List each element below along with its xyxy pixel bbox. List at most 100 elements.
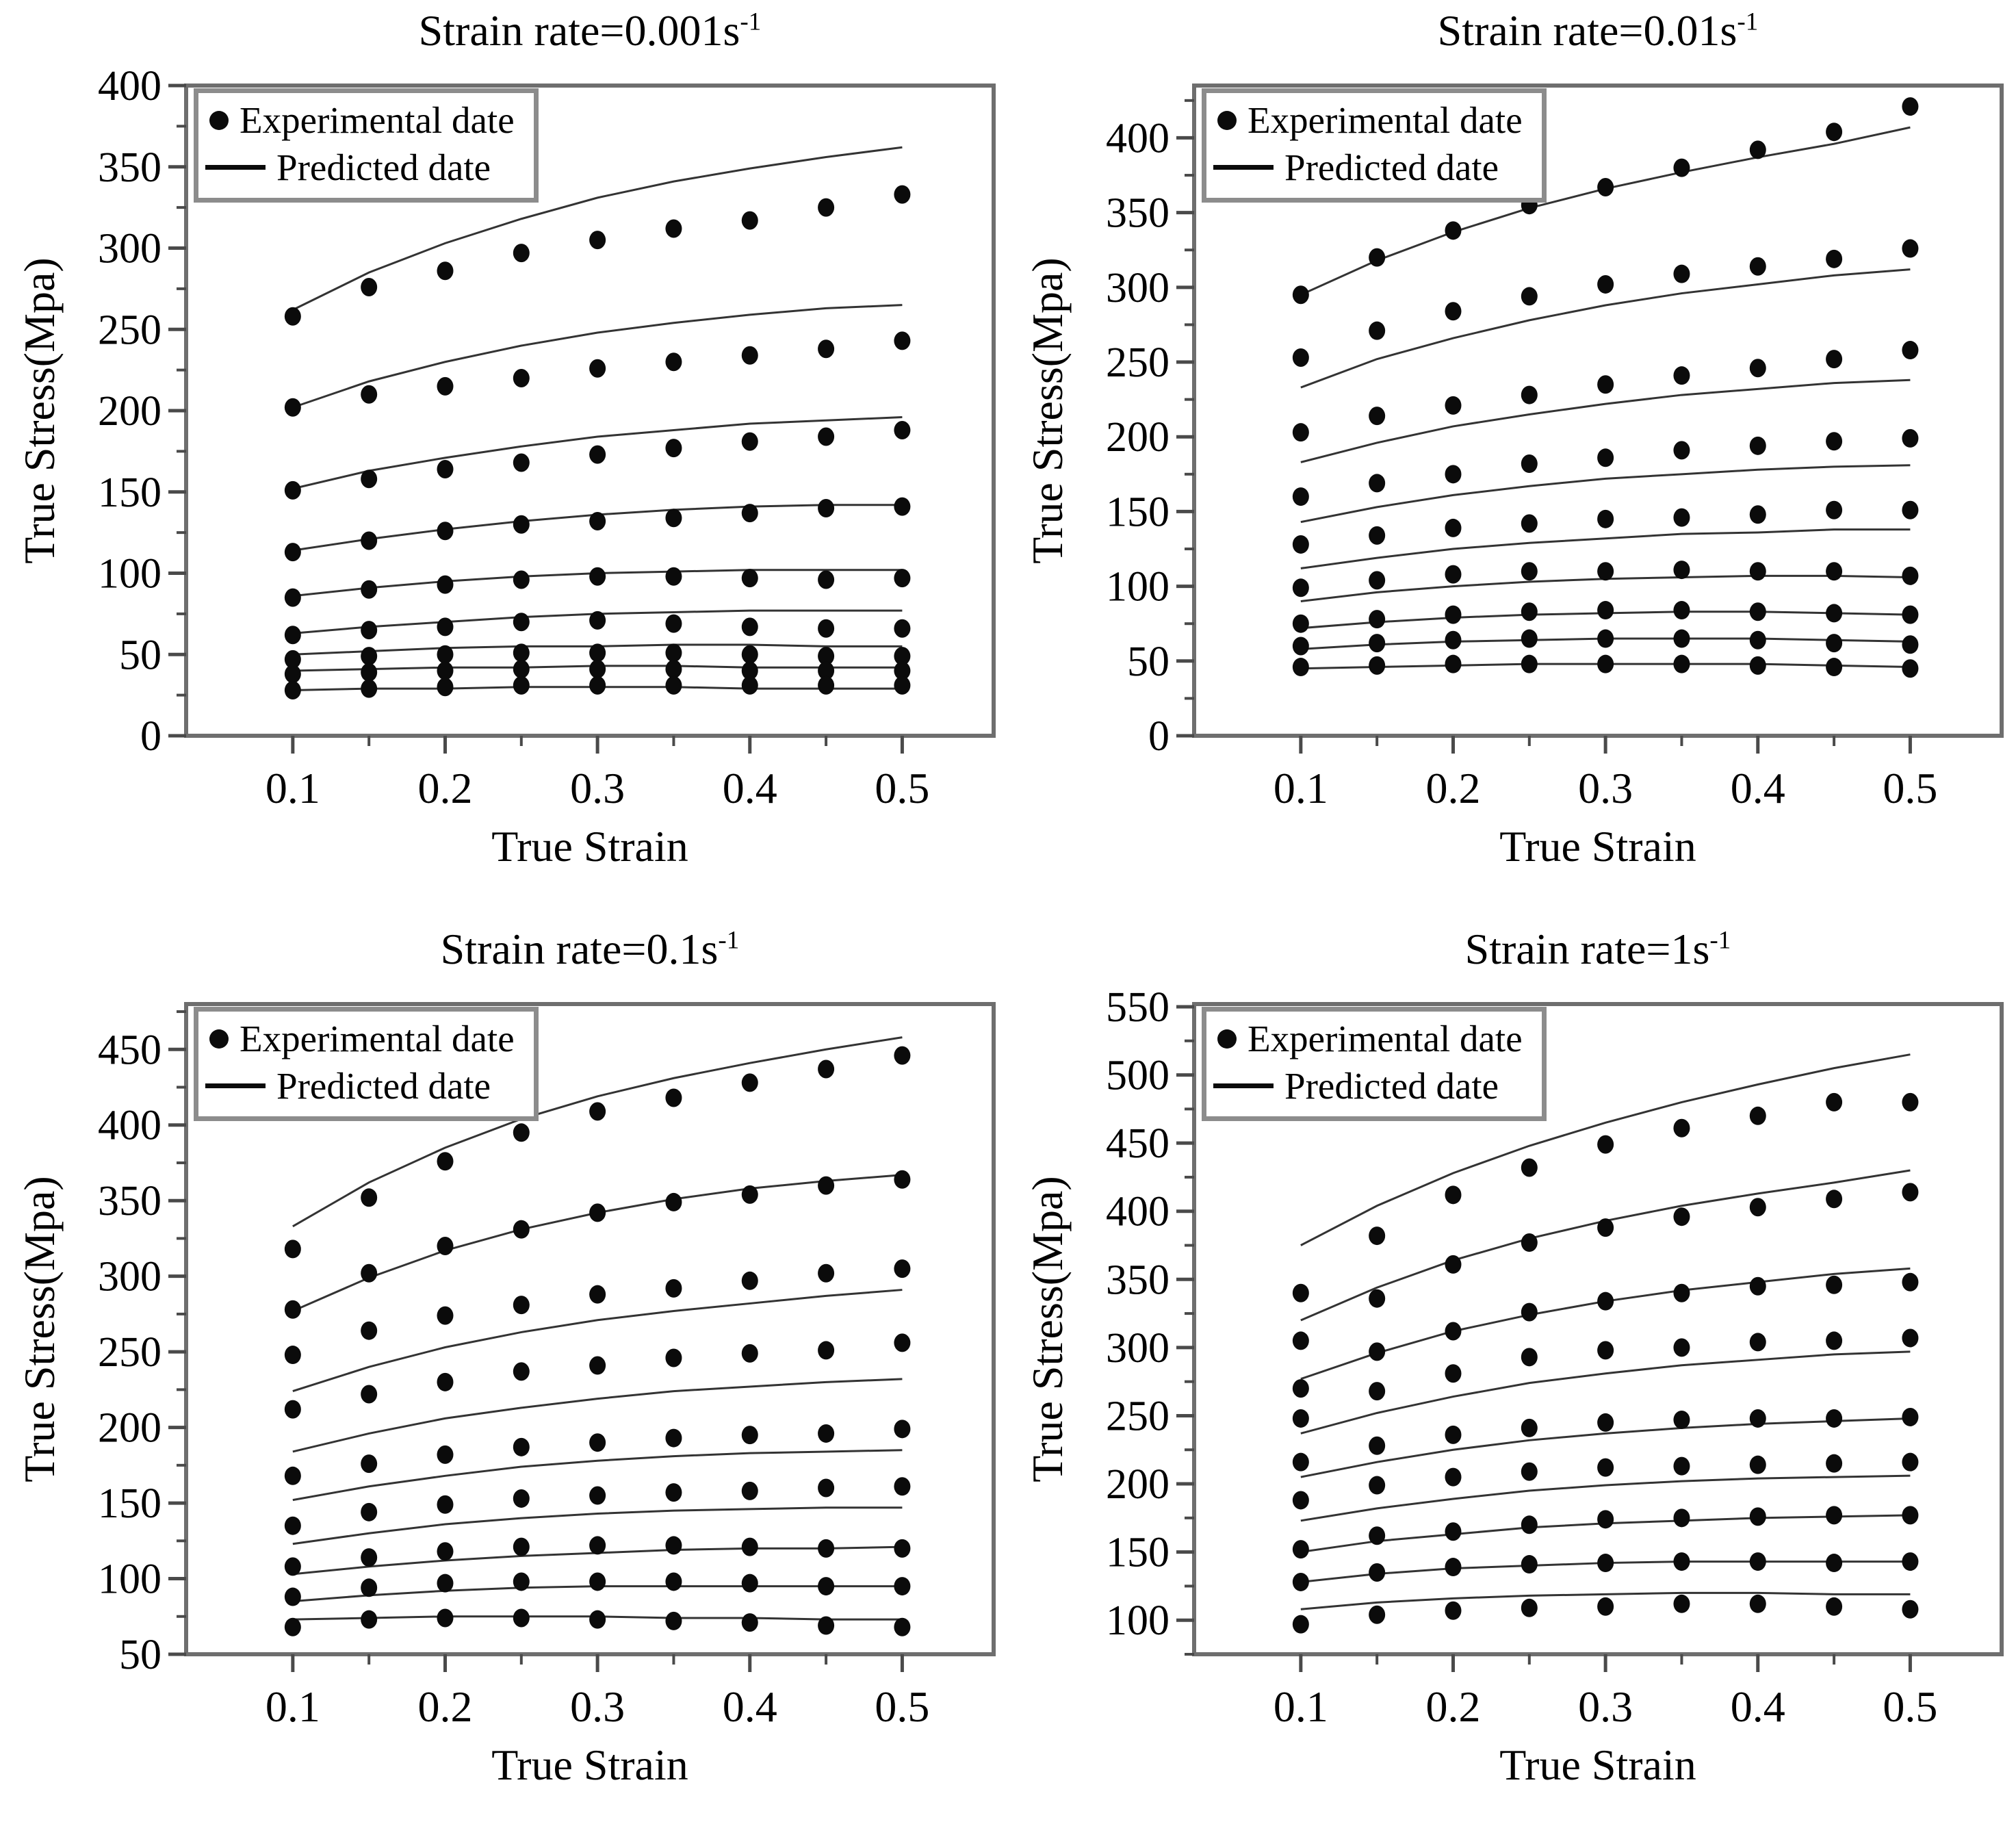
experimental-dot	[1521, 385, 1538, 404]
experimental-dot	[1369, 407, 1386, 426]
x-tick-label: 0.2	[417, 1682, 472, 1731]
experimental-dot	[818, 1059, 835, 1079]
predicted-line	[292, 1036, 903, 1228]
experimental-dot	[589, 1356, 606, 1375]
experimental-dot	[284, 1300, 301, 1319]
experimental-dot	[894, 1420, 911, 1439]
experimental-dot	[1749, 1198, 1766, 1217]
x-tick-label: 0.2	[1425, 764, 1480, 812]
experimental-dot	[284, 1346, 301, 1365]
experimental-dot	[894, 1617, 911, 1636]
experimental-dot	[1292, 285, 1309, 305]
line-marker-icon	[1213, 1083, 1274, 1089]
x-tick-label: 0.1	[1274, 1682, 1328, 1731]
experimental-dot	[1902, 1183, 1919, 1202]
x-tick-label: 0.4	[1731, 1682, 1785, 1731]
experimental-dot	[589, 1486, 606, 1505]
experimental-dot	[1445, 1601, 1462, 1620]
experimental-dot	[1902, 97, 1919, 116]
experimental-dot	[589, 1285, 606, 1304]
experimental-dot	[1521, 1598, 1538, 1617]
legend-item-predicted: Predicted date	[1213, 146, 1523, 189]
experimental-dot	[1521, 562, 1538, 581]
experimental-dot	[284, 588, 301, 607]
experimental-dot	[513, 1123, 530, 1142]
y-axis-label: True Stress(Mpa)	[1023, 1176, 1072, 1482]
experimental-dot	[361, 647, 378, 666]
experimental-dot	[437, 1445, 454, 1464]
plot-box	[1192, 84, 2004, 738]
y-axis-label: True Stress(Mpa)	[15, 257, 64, 564]
experimental-dot	[741, 617, 758, 637]
experimental-dot	[1369, 1226, 1386, 1246]
y-tick-label: 150	[98, 470, 161, 516]
experimental-dot	[361, 1578, 378, 1597]
x-tick-label: 0.3	[570, 764, 625, 812]
y-tick-label: 100	[98, 1556, 161, 1603]
experimental-dot	[1673, 1118, 1690, 1138]
chart-title-text: Strain rate=0.1s	[440, 925, 719, 973]
experimental-dot	[1749, 1594, 1766, 1613]
experimental-dot	[665, 1279, 682, 1298]
y-tick-label: 400	[98, 1103, 161, 1149]
experimental-dot	[1445, 1185, 1462, 1205]
experimental-dot	[1673, 1508, 1690, 1528]
experimental-dot	[1749, 602, 1766, 621]
experimental-dot	[665, 1348, 682, 1367]
experimental-dot	[818, 1616, 835, 1635]
experimental-dot	[1673, 366, 1690, 385]
chart-strain-rate-1: 100 150 200 250 300 350 400 450 500 550 0.1 0.2 0.3 0…	[1008, 918, 2016, 1837]
experimental-dot	[894, 661, 911, 680]
experimental-dot	[1445, 302, 1462, 321]
experimental-dot	[1597, 1597, 1614, 1616]
experimental-dot	[1597, 1413, 1614, 1432]
y-tick-label: 100	[1106, 1597, 1169, 1644]
legend-label: Predicted date	[276, 1065, 491, 1107]
experimental-dot	[513, 1362, 530, 1381]
experimental-dot	[665, 1572, 682, 1591]
experimental-dot	[1826, 1190, 1843, 1209]
x-tick-label: 0.3	[1578, 764, 1633, 812]
experimental-dot	[1673, 1552, 1690, 1571]
experimental-dot	[665, 219, 682, 238]
y-tick-label: 400	[1106, 1189, 1169, 1235]
experimental-dot	[665, 1192, 682, 1211]
line-marker-icon	[205, 165, 266, 170]
experimental-dot	[818, 619, 835, 638]
y-tick-label: 400	[98, 63, 161, 110]
experimental-dot	[1673, 1338, 1690, 1357]
x-tick-label: 0.5	[875, 1682, 929, 1731]
legend-label: Experimental date	[1248, 1018, 1523, 1059]
experimental-dot	[665, 352, 682, 372]
experimental-dot	[1673, 1410, 1690, 1429]
experimental-dot	[894, 619, 911, 638]
experimental-dot	[665, 660, 682, 679]
legend-item-predicted: Predicted date	[205, 146, 515, 189]
experimental-dot	[361, 1610, 378, 1629]
experimental-dot	[1445, 1425, 1462, 1444]
experimental-dot	[1673, 1283, 1690, 1302]
experimental-dot	[284, 650, 301, 669]
experimental-dot	[589, 611, 606, 630]
x-axis-label: True Strain	[1499, 822, 1696, 871]
experimental-dot	[1673, 508, 1690, 527]
experimental-dot	[665, 1088, 682, 1107]
experimental-dot	[1826, 1597, 1843, 1616]
y-tick-label: 350	[1106, 190, 1169, 237]
experimental-dot	[437, 261, 454, 281]
experimental-dot	[513, 613, 530, 632]
y-tick-label: 150	[98, 1480, 161, 1527]
dot-marker-icon	[209, 110, 229, 130]
experimental-dot	[1445, 1558, 1462, 1577]
legend: Experimental date Predicted date	[1202, 88, 1547, 203]
experimental-dot	[818, 570, 835, 589]
experimental-dot	[1673, 1207, 1690, 1226]
legend: Experimental date Predicted date	[194, 88, 539, 203]
experimental-dot	[1902, 1328, 1919, 1348]
y-tick-label: 100	[98, 551, 161, 598]
experimental-dot	[1521, 287, 1538, 306]
chart-title-text: Strain rate=0.001s	[418, 6, 740, 55]
experimental-dot	[589, 1572, 606, 1591]
experimental-dot	[1597, 654, 1614, 673]
y-tick-label: 200	[1106, 414, 1169, 461]
